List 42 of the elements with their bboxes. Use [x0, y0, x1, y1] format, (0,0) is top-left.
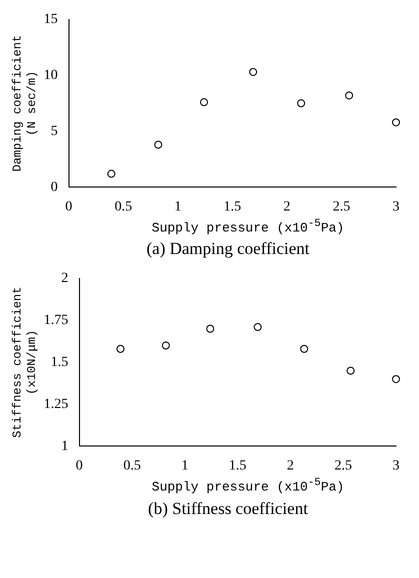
x-tick-label: 0.5	[123, 458, 141, 474]
point	[154, 140, 162, 149]
y-axis-title: Damping coefficient (N sec/m)	[10, 34, 39, 172]
y-tick-label: 2	[61, 271, 68, 286]
y-tick-label: 1	[61, 439, 68, 454]
point	[254, 323, 262, 332]
y-tick-label: 5	[50, 124, 58, 139]
x-tick-label: 1.5	[224, 199, 242, 214]
point	[345, 91, 354, 100]
point	[249, 68, 258, 76]
x-tick-label: 2.5	[334, 458, 352, 474]
point	[297, 99, 306, 108]
point	[392, 375, 400, 384]
point	[346, 367, 355, 376]
x-tick-label: 2.5	[332, 199, 350, 214]
x-axis-title: Supply pressure (x10$^{-5}$Pa)	[150, 218, 346, 236]
point	[300, 345, 308, 354]
y-tick-label: 0	[50, 180, 58, 195]
x-tick-label: 0	[76, 458, 83, 474]
y-tick-label: 15	[44, 12, 58, 28]
x-tick-label: 0.5	[114, 199, 132, 214]
x-tick-label: 3	[392, 199, 400, 214]
x-tick-label: 1.5	[228, 458, 246, 474]
y-tick-label: 1.5	[50, 355, 68, 370]
x-axis-title: Supply pressure (x10$^{-5}$Pa)	[150, 477, 346, 495]
text: (a) Damping coefficient	[145, 239, 310, 260]
y-tick-label: 10	[44, 68, 58, 84]
x-tick-label: 2	[286, 458, 294, 474]
text: (b) Stiffness coefficient	[147, 498, 309, 519]
x-tick-label: 1	[174, 199, 182, 214]
y-axis-title: Stiffness coefficient (x10N/μm)	[10, 287, 39, 438]
x-tick-label: 2	[283, 199, 290, 214]
point	[116, 345, 124, 354]
y-tick-label: 1.75	[44, 313, 68, 328]
y-tick-label: 1.25	[44, 397, 68, 412]
point	[200, 98, 208, 106]
point	[392, 118, 400, 126]
x-tick-label: 1	[181, 458, 188, 474]
point	[162, 342, 170, 350]
point	[206, 325, 214, 334]
point	[107, 170, 116, 178]
x-tick-label: 3	[392, 458, 400, 474]
